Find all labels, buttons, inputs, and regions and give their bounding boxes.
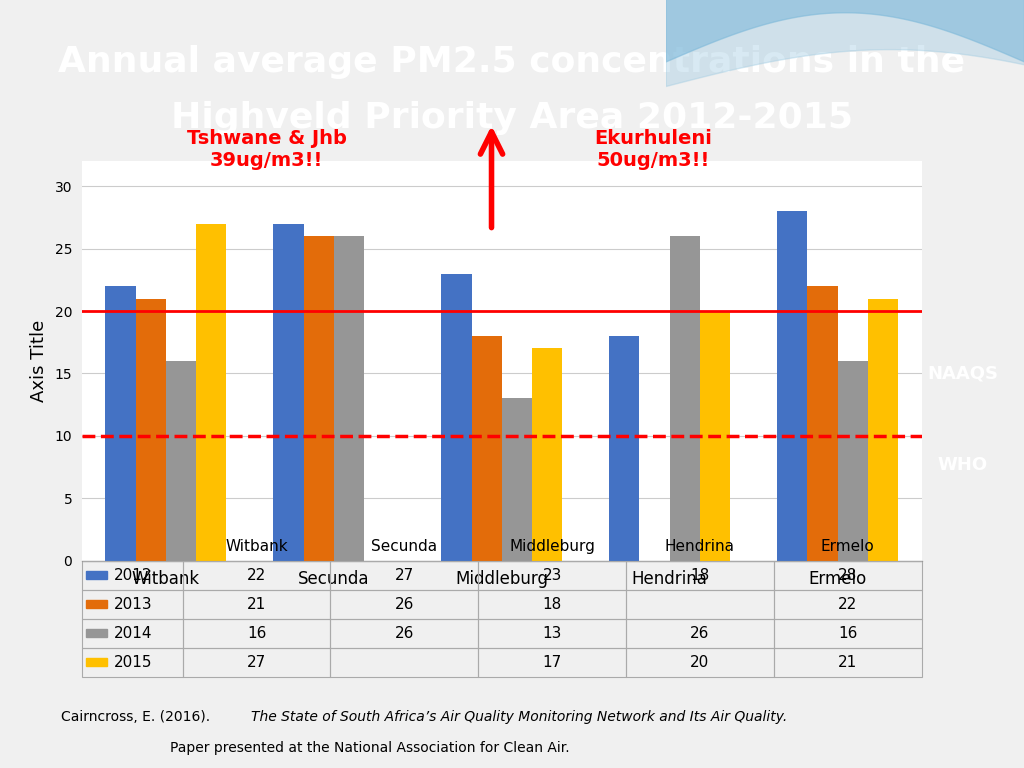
Bar bbox=[182, 647, 331, 677]
Bar bbox=[82, 619, 182, 647]
Bar bbox=[777, 211, 807, 561]
Bar bbox=[700, 311, 730, 561]
Bar bbox=[331, 647, 478, 677]
Text: Paper presented at the National Association for Clean Air.: Paper presented at the National Associat… bbox=[170, 741, 569, 755]
Bar bbox=[670, 237, 700, 561]
Text: 26: 26 bbox=[690, 626, 710, 641]
Text: Secunda: Secunda bbox=[372, 539, 437, 554]
Bar bbox=[609, 336, 639, 561]
Bar bbox=[331, 590, 478, 619]
Text: 17: 17 bbox=[543, 654, 562, 670]
Bar bbox=[334, 237, 365, 561]
Text: 18: 18 bbox=[690, 568, 710, 583]
Bar bbox=[478, 590, 626, 619]
Bar bbox=[478, 561, 626, 590]
Bar bbox=[273, 223, 303, 561]
Bar bbox=[441, 273, 471, 561]
Text: 2014: 2014 bbox=[114, 626, 153, 641]
Bar bbox=[182, 561, 331, 590]
Text: 2013: 2013 bbox=[114, 597, 153, 611]
Text: Tshwane & Jhb
39ug/m3!!: Tshwane & Jhb 39ug/m3!! bbox=[186, 129, 346, 170]
Text: 23: 23 bbox=[543, 568, 562, 583]
Bar bbox=[502, 399, 532, 561]
Text: 2012: 2012 bbox=[114, 568, 153, 583]
Text: Ekurhuleni
50ug/m3!!: Ekurhuleni 50ug/m3!! bbox=[594, 129, 712, 170]
Bar bbox=[182, 590, 331, 619]
Text: 28: 28 bbox=[838, 568, 857, 583]
Bar bbox=[197, 223, 226, 561]
Bar bbox=[86, 658, 108, 666]
Text: 2015: 2015 bbox=[114, 654, 153, 670]
Text: 26: 26 bbox=[394, 626, 414, 641]
Bar bbox=[331, 619, 478, 647]
Bar bbox=[626, 561, 774, 590]
Text: 20: 20 bbox=[690, 654, 710, 670]
Text: 27: 27 bbox=[394, 568, 414, 583]
Text: NAAQS: NAAQS bbox=[927, 364, 998, 382]
Bar bbox=[626, 619, 774, 647]
Text: 22: 22 bbox=[838, 597, 857, 611]
Bar bbox=[532, 349, 562, 561]
Text: 16: 16 bbox=[247, 626, 266, 641]
Bar bbox=[774, 647, 922, 677]
Text: 16: 16 bbox=[838, 626, 857, 641]
Bar bbox=[478, 647, 626, 677]
Text: Middleburg: Middleburg bbox=[509, 539, 595, 554]
Text: Highveld Priority Area 2012-2015: Highveld Priority Area 2012-2015 bbox=[171, 101, 853, 134]
Bar bbox=[86, 571, 108, 579]
Text: 26: 26 bbox=[394, 597, 414, 611]
Y-axis label: Axis Title: Axis Title bbox=[30, 319, 48, 402]
Text: Annual average PM2.5 concentrations in the: Annual average PM2.5 concentrations in t… bbox=[58, 45, 966, 79]
Bar bbox=[105, 286, 135, 561]
Bar bbox=[807, 286, 838, 561]
Bar bbox=[86, 601, 108, 608]
Text: 18: 18 bbox=[543, 597, 562, 611]
Bar bbox=[303, 237, 334, 561]
Text: WHO: WHO bbox=[938, 456, 987, 475]
Bar bbox=[331, 561, 478, 590]
Bar bbox=[471, 336, 502, 561]
Text: The State of South Africa’s Air Quality Monitoring Network and Its Air Quality.: The State of South Africa’s Air Quality … bbox=[251, 710, 786, 724]
Bar bbox=[82, 647, 182, 677]
Text: Ermelo: Ermelo bbox=[821, 539, 874, 554]
Bar bbox=[774, 590, 922, 619]
Bar bbox=[166, 361, 197, 561]
Bar bbox=[626, 647, 774, 677]
Text: 27: 27 bbox=[247, 654, 266, 670]
Text: 13: 13 bbox=[543, 626, 562, 641]
Bar bbox=[135, 299, 166, 561]
Text: Cairncross, E. (2016).: Cairncross, E. (2016). bbox=[61, 710, 215, 724]
Text: 21: 21 bbox=[247, 597, 266, 611]
Bar bbox=[82, 590, 182, 619]
Bar bbox=[774, 619, 922, 647]
Bar bbox=[838, 361, 868, 561]
Text: Hendrina: Hendrina bbox=[665, 539, 735, 554]
Bar bbox=[86, 629, 108, 637]
Bar bbox=[626, 590, 774, 619]
Bar bbox=[868, 299, 898, 561]
Bar bbox=[478, 619, 626, 647]
Text: 22: 22 bbox=[247, 568, 266, 583]
Bar bbox=[774, 561, 922, 590]
Text: Witbank: Witbank bbox=[225, 539, 288, 554]
Bar bbox=[182, 619, 331, 647]
Text: 21: 21 bbox=[838, 654, 857, 670]
Bar bbox=[82, 561, 182, 590]
